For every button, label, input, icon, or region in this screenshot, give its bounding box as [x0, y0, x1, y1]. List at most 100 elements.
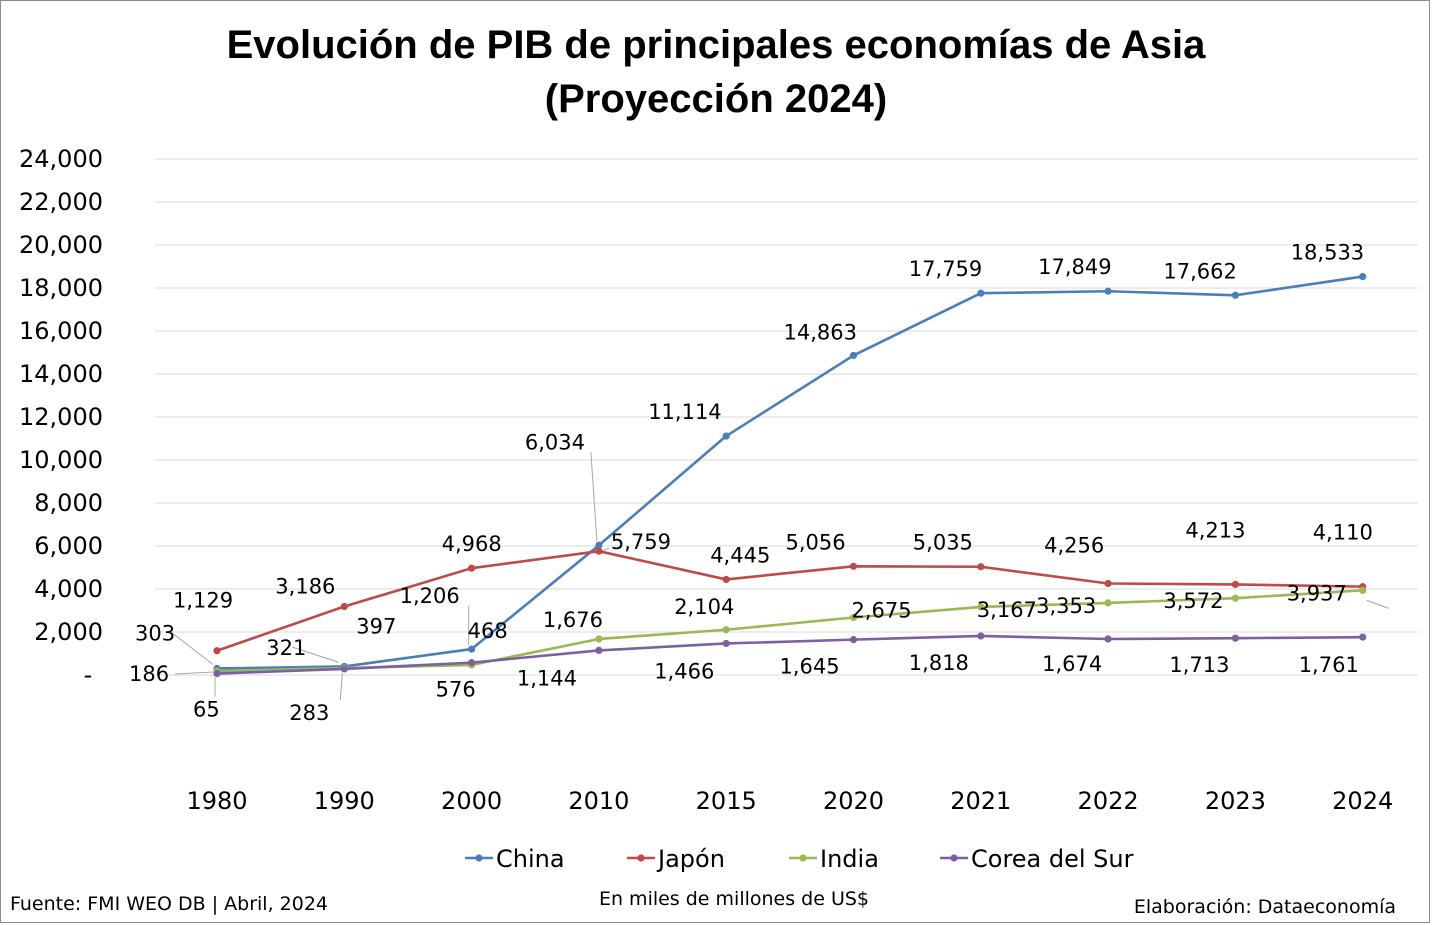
- x-axis: 1980 1990 2000 2010 2015 2020 2021 2022 2023 2024: [186, 787, 1393, 815]
- data-label: 1,466: [654, 659, 714, 683]
- y-tick-label: -: [84, 661, 93, 689]
- series-lines: [213, 272, 1367, 678]
- data-label: 1,713: [1169, 653, 1229, 677]
- x-tick-label: 1990: [314, 787, 375, 815]
- legend-label: China: [496, 845, 565, 873]
- data-label: 321: [266, 636, 306, 660]
- y-tick-label: 20,000: [19, 231, 103, 259]
- credit-note: Elaboración: Dataeconomía: [1133, 896, 1396, 918]
- data-label: 5,056: [786, 530, 846, 554]
- data-point: [1231, 594, 1239, 602]
- data-point: [1359, 586, 1367, 594]
- data-point: [1104, 579, 1112, 588]
- data-point: [722, 639, 730, 648]
- data-label: 4,445: [710, 543, 770, 567]
- chart-title-line: Evolución de PIB de principales economía…: [226, 23, 1206, 67]
- y-tick-label: 22,000: [19, 188, 103, 216]
- x-tick-label: 2024: [1332, 787, 1393, 815]
- data-label: 17,662: [1163, 259, 1236, 283]
- data-point: [1359, 633, 1367, 641]
- leader-line: [339, 672, 343, 700]
- data-label: 14,863: [784, 320, 857, 344]
- legend-label: India: [820, 845, 879, 873]
- x-tick-label: 1980: [186, 787, 247, 815]
- data-point: [1359, 272, 1367, 281]
- x-tick-label: 2000: [441, 787, 502, 815]
- data-label: 397: [356, 614, 396, 638]
- data-label: 3,186: [275, 575, 335, 599]
- leader-line: [168, 630, 214, 665]
- x-tick-label: 2010: [568, 787, 629, 815]
- data-label: 1,676: [543, 608, 603, 632]
- data-label: 5,035: [913, 531, 973, 555]
- data-label: 3,572: [1163, 589, 1223, 613]
- y-tick-label: 16,000: [19, 317, 103, 345]
- series-line-Corea del Sur: [216, 634, 1363, 675]
- data-label: 1,674: [1042, 652, 1102, 676]
- data-label: 4,968: [442, 532, 502, 556]
- data-label: 1,144: [517, 666, 577, 690]
- data-point: [849, 351, 858, 360]
- data-label: 18,533: [1291, 241, 1364, 265]
- y-tick-label: 18,000: [19, 274, 103, 302]
- chart-subtitle-line: (Proyección 2024): [544, 77, 888, 121]
- data-label: 303: [135, 621, 175, 645]
- data-label: 186: [129, 662, 169, 686]
- data-label: 1,129: [173, 589, 233, 613]
- data-point: [213, 647, 221, 655]
- data-point: [595, 635, 603, 643]
- legend-marker: [637, 854, 645, 862]
- y-tick-label: 2,000: [34, 618, 103, 646]
- data-label: 11,114: [648, 400, 721, 424]
- data-point: [849, 562, 858, 570]
- data-label: 17,759: [909, 257, 982, 281]
- y-tick-label: 24,000: [19, 145, 103, 173]
- data-label: 1,206: [400, 584, 460, 608]
- data-point: [849, 613, 858, 622]
- data-label: 6,034: [525, 430, 585, 454]
- label-leader-lines: [168, 452, 1389, 700]
- leader-line: [1366, 599, 1389, 609]
- data-point: [595, 646, 603, 655]
- x-tick-label: 2020: [823, 787, 884, 815]
- data-point: [1231, 580, 1239, 589]
- data-point: [595, 547, 603, 555]
- chart-title: Evolución de PIB de principales economía…: [0, 18, 1432, 126]
- y-tick-label: 8,000: [34, 489, 103, 517]
- data-label: 4,213: [1185, 518, 1245, 542]
- data-label: 3,353: [1036, 594, 1096, 618]
- data-label: 3,937: [1287, 581, 1347, 605]
- y-tick-label: 6,000: [34, 532, 103, 560]
- legend-label: Corea del Sur: [971, 845, 1134, 873]
- data-label: 468: [468, 619, 508, 643]
- data-point: [468, 564, 476, 572]
- series-line-China: [216, 275, 1363, 670]
- leader-line: [174, 671, 214, 675]
- y-tick-label: 10,000: [19, 446, 103, 474]
- data-label: 4,110: [1313, 521, 1373, 545]
- legend: China Japón India Corea del Sur: [465, 845, 1134, 873]
- data-point: [977, 289, 985, 297]
- series-line-Japón: [216, 549, 1363, 652]
- y-tick-label: 14,000: [19, 360, 103, 388]
- gridlines: [155, 158, 1418, 676]
- data-label: 5,759: [611, 530, 671, 554]
- data-label: 1,645: [780, 655, 840, 679]
- data-point: [1104, 635, 1112, 643]
- y-tick-label: 4,000: [34, 575, 103, 603]
- x-tick-label: 2023: [1205, 787, 1266, 815]
- units-note: En miles de millones de US$: [598, 888, 870, 910]
- data-point: [722, 432, 730, 440]
- legend-marker: [950, 854, 958, 862]
- x-tick-label: 2022: [1078, 787, 1139, 815]
- source-note: Fuente: FMI WEO DB | Abril, 2024: [10, 893, 328, 915]
- data-point: [1104, 287, 1112, 295]
- data-label: 2,104: [674, 595, 734, 619]
- data-label: 65: [193, 698, 220, 722]
- data-label: 576: [436, 678, 476, 702]
- data-point: [468, 659, 476, 667]
- leader-line: [292, 646, 339, 663]
